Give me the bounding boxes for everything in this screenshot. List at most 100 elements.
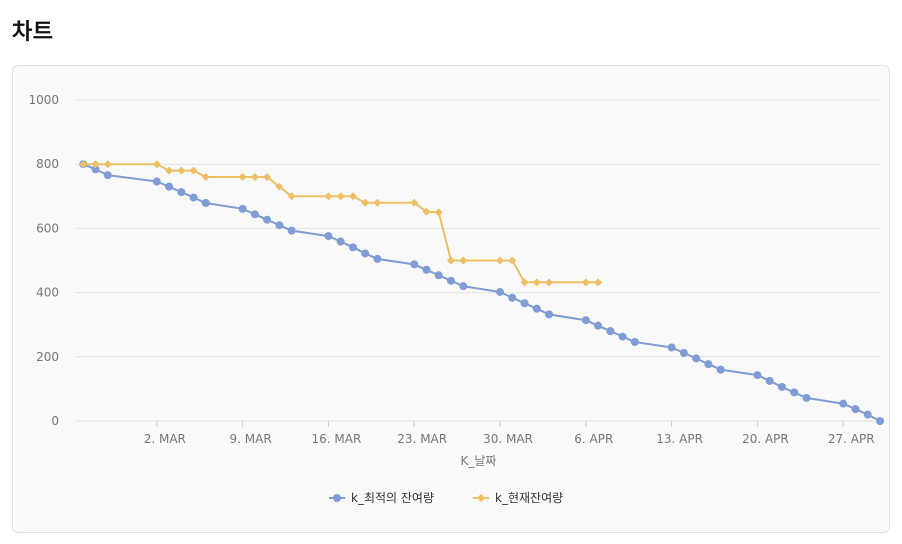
legend-label: k_현재잔여량 bbox=[495, 491, 563, 505]
data-point[interactable] bbox=[91, 160, 100, 169]
data-point[interactable] bbox=[446, 256, 455, 265]
data-point[interactable] bbox=[275, 182, 284, 191]
chart-card: 0 200 400 600 800 1000 2. MAR 9. MAR 16. MAR 23.… bbox=[12, 65, 890, 533]
series-1 bbox=[79, 160, 884, 425]
data-point[interactable] bbox=[716, 365, 725, 374]
data-point[interactable] bbox=[103, 171, 112, 180]
data-point[interactable] bbox=[201, 173, 210, 182]
data-point[interactable] bbox=[177, 188, 186, 197]
data-point[interactable] bbox=[177, 166, 186, 175]
data-point[interactable] bbox=[189, 166, 198, 175]
series-layer bbox=[79, 160, 884, 425]
data-point[interactable] bbox=[103, 160, 112, 169]
x-tick-label: 13. APR bbox=[656, 432, 703, 446]
data-point[interactable] bbox=[618, 332, 627, 341]
data-point[interactable] bbox=[520, 278, 529, 287]
data-point[interactable] bbox=[581, 316, 590, 325]
data-point[interactable] bbox=[275, 221, 284, 230]
y-tick-label: 800 bbox=[36, 157, 59, 171]
data-point[interactable] bbox=[545, 278, 554, 287]
data-point[interactable] bbox=[287, 226, 296, 235]
x-tick-label: 6. APR bbox=[574, 432, 613, 446]
data-point[interactable] bbox=[287, 192, 296, 201]
data-point[interactable] bbox=[679, 348, 688, 357]
x-tick-label: 2. MAR bbox=[144, 432, 186, 446]
data-point[interactable] bbox=[630, 338, 639, 347]
data-point[interactable] bbox=[496, 287, 505, 296]
data-point[interactable] bbox=[250, 210, 259, 219]
data-point[interactable] bbox=[704, 360, 713, 369]
data-point[interactable] bbox=[851, 405, 860, 414]
data-point[interactable] bbox=[581, 278, 590, 287]
data-point[interactable] bbox=[324, 192, 333, 201]
data-point[interactable] bbox=[250, 173, 259, 182]
y-tick-label: 400 bbox=[36, 286, 59, 300]
data-point[interactable] bbox=[410, 198, 419, 207]
data-point[interactable] bbox=[532, 278, 541, 287]
data-point[interactable] bbox=[692, 354, 701, 363]
data-point[interactable] bbox=[532, 304, 541, 313]
data-point[interactable] bbox=[753, 371, 762, 380]
data-point[interactable] bbox=[876, 417, 884, 425]
data-point[interactable] bbox=[361, 198, 370, 207]
data-point[interactable] bbox=[91, 165, 100, 174]
data-point[interactable] bbox=[165, 166, 174, 175]
data-point[interactable] bbox=[165, 182, 174, 191]
data-point[interactable] bbox=[839, 399, 848, 408]
data-point[interactable] bbox=[152, 177, 161, 186]
data-point[interactable] bbox=[594, 278, 603, 287]
data-point[interactable] bbox=[520, 299, 529, 308]
data-point[interactable] bbox=[238, 173, 247, 182]
data-point[interactable] bbox=[373, 254, 382, 263]
legend-item[interactable]: k_최적의 잔여량 bbox=[329, 491, 434, 505]
data-point[interactable] bbox=[446, 276, 455, 285]
x-tick-label: 23. MAR bbox=[397, 432, 447, 446]
data-point[interactable] bbox=[863, 410, 872, 419]
y-tick-label: 0 bbox=[51, 414, 59, 428]
data-point[interactable] bbox=[422, 207, 431, 216]
data-point[interactable] bbox=[238, 204, 247, 213]
data-point[interactable] bbox=[545, 310, 554, 319]
y-tick-label: 200 bbox=[36, 350, 59, 364]
legend[interactable]: k_최적의 잔여량 k_현재잔여량 bbox=[329, 491, 563, 505]
data-point[interactable] bbox=[594, 321, 603, 330]
data-point[interactable] bbox=[373, 198, 382, 207]
data-point[interactable] bbox=[189, 193, 198, 202]
legend-marker-circle bbox=[333, 494, 341, 502]
data-point[interactable] bbox=[508, 256, 517, 265]
data-point[interactable] bbox=[336, 192, 345, 201]
data-point[interactable] bbox=[410, 260, 419, 269]
x-tick-label: 20. APR bbox=[742, 432, 789, 446]
data-point[interactable] bbox=[336, 237, 345, 246]
data-point[interactable] bbox=[606, 327, 615, 336]
data-point[interactable] bbox=[765, 376, 774, 385]
legend-item[interactable]: k_현재잔여량 bbox=[473, 491, 563, 505]
data-point[interactable] bbox=[152, 160, 161, 169]
data-point[interactable] bbox=[667, 343, 676, 352]
data-point[interactable] bbox=[459, 256, 468, 265]
data-point[interactable] bbox=[777, 382, 786, 391]
data-point[interactable] bbox=[434, 271, 443, 280]
y-tick-label: 1000 bbox=[28, 93, 59, 107]
data-point[interactable] bbox=[361, 249, 370, 258]
legend-marker-diamond bbox=[477, 494, 485, 502]
data-point[interactable] bbox=[459, 282, 468, 291]
page-title: 차트 bbox=[12, 20, 54, 45]
data-point[interactable] bbox=[422, 265, 431, 274]
x-axis-ticks: 2. MAR 9. MAR 16. MAR 23. MAR 30. MAR 6. APR 1… bbox=[144, 421, 875, 446]
data-point[interactable] bbox=[79, 160, 88, 169]
data-point[interactable] bbox=[263, 215, 272, 224]
data-point[interactable] bbox=[324, 232, 333, 241]
data-point[interactable] bbox=[790, 388, 799, 397]
data-point[interactable] bbox=[802, 393, 811, 402]
data-point[interactable] bbox=[348, 243, 357, 252]
data-point[interactable] bbox=[201, 199, 210, 208]
data-point[interactable] bbox=[348, 192, 357, 201]
x-tick-label: 9. MAR bbox=[230, 432, 272, 446]
data-point[interactable] bbox=[508, 293, 517, 302]
x-tick-label: 16. MAR bbox=[312, 432, 362, 446]
data-point[interactable] bbox=[263, 173, 272, 182]
data-point[interactable] bbox=[496, 256, 505, 265]
data-point[interactable] bbox=[434, 208, 443, 217]
